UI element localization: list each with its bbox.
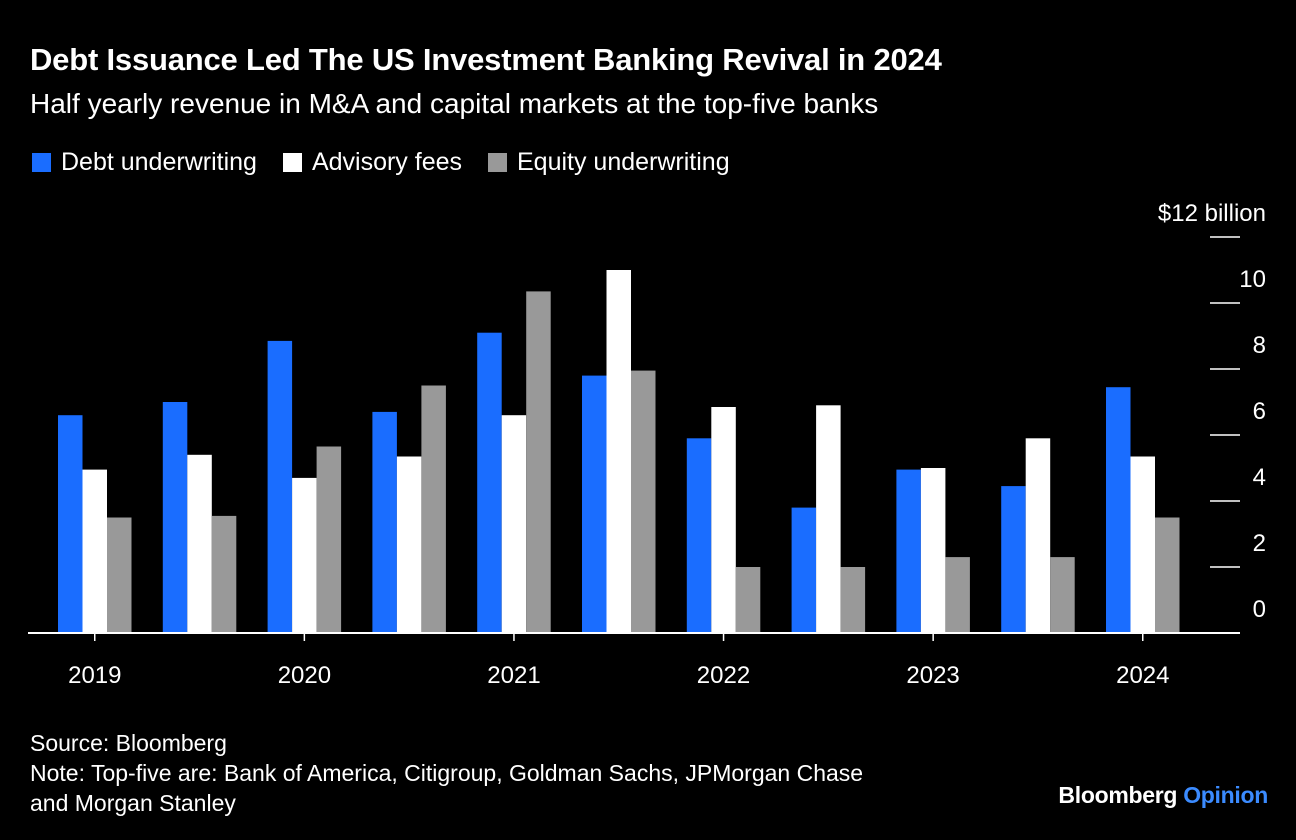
bar-debt-underwriting-4 — [372, 411, 397, 633]
x-tick-label-2022: 2022 — [697, 662, 750, 689]
bar-advisory-fees-11 — [1130, 456, 1155, 633]
bar-debt-underwriting-8 — [791, 507, 817, 633]
y-tick-label-0: 0 — [1253, 596, 1266, 623]
y-tick-label-10: 10 — [1239, 266, 1266, 293]
footnote-line-1: Note: Top-five are: Bank of America, Cit… — [30, 760, 864, 786]
bar-advisory-fees-5 — [501, 415, 527, 633]
bar-debt-underwriting-9 — [896, 469, 921, 633]
bar-advisory-fees-4 — [396, 456, 422, 633]
bar-debt-underwriting-11 — [1106, 387, 1131, 633]
bar-debt-underwriting-10 — [1001, 486, 1026, 633]
bar-advisory-fees-9 — [920, 468, 946, 633]
x-tick-label-2020: 2020 — [278, 662, 331, 689]
y-tick-label-2: 2 — [1253, 530, 1266, 557]
footer: Source: Bloomberg Note: Top-five are: Ba… — [30, 728, 863, 818]
x-tick-label-2024: 2024 — [1116, 662, 1169, 689]
legend-item-equity: Equity underwriting — [488, 148, 730, 177]
source-note: Source: Bloomberg — [30, 730, 227, 756]
footnote-line-2: and Morgan Stanley — [30, 790, 236, 816]
bar-advisory-fees-8 — [816, 405, 841, 633]
bar-chart: 0 2 4 6 8 10 $12 billion 2019 2020 2021 2022 2023 20… — [28, 200, 1266, 689]
bar-debt-underwriting-6 — [582, 375, 607, 633]
y-tick-label-4: 4 — [1253, 464, 1266, 491]
x-tick-label-2019: 2019 — [68, 662, 121, 689]
bar-advisory-fees-3 — [292, 477, 317, 633]
chart-title: Debt Issuance Led The US Investment Bank… — [30, 42, 942, 77]
bar-equity-underwriting-5 — [526, 291, 551, 633]
legend-swatch-advisory — [282, 153, 302, 172]
bar-equity-underwriting-6 — [631, 370, 656, 633]
bar-debt-underwriting-5 — [477, 332, 502, 633]
bar-advisory-fees-2 — [187, 454, 212, 633]
chart-subtitle: Half yearly revenue in M&A and capital m… — [30, 88, 879, 119]
y-tick-label-6: 6 — [1253, 398, 1266, 425]
bar-equity-underwriting-11 — [1155, 517, 1180, 633]
bar-equity-underwriting-7 — [735, 567, 761, 633]
bar-equity-underwriting-2 — [211, 515, 237, 633]
bar-equity-underwriting-9 — [945, 557, 970, 633]
legend-item-advisory: Advisory fees — [282, 148, 462, 177]
bar-equity-underwriting-10 — [1050, 557, 1075, 633]
brand-section: Opinion — [1183, 782, 1268, 808]
legend-swatch-equity — [488, 153, 507, 172]
bar-advisory-fees-6 — [606, 270, 631, 633]
y-tick-label-8: 8 — [1253, 332, 1266, 359]
bar-debt-underwriting-3 — [267, 340, 293, 633]
bar-advisory-fees-10 — [1025, 438, 1051, 633]
bar-equity-underwriting-8 — [840, 567, 866, 633]
legend-swatch-debt — [32, 153, 51, 172]
brand-logo: Bloomberg Opinion — [1058, 782, 1268, 809]
legend: Debt underwriting Advisory fees Equity u… — [32, 148, 756, 177]
bar-equity-underwriting-3 — [316, 446, 342, 633]
bar-advisory-fees-7 — [711, 407, 736, 633]
legend-label-advisory: Advisory fees — [311, 148, 462, 176]
brand-name: Bloomberg — [1058, 782, 1178, 808]
bar-advisory-fees-1 — [82, 469, 107, 633]
bar-debt-underwriting-1 — [58, 415, 83, 633]
x-tick-label-2023: 2023 — [906, 662, 959, 689]
legend-item-debt: Debt underwriting — [32, 148, 257, 177]
legend-label-equity: Equity underwriting — [517, 148, 730, 176]
y-tick-label-12: $12 billion — [1158, 200, 1266, 227]
bar-debt-underwriting-2 — [162, 402, 188, 633]
x-tick-label-2021: 2021 — [487, 662, 540, 689]
legend-label-debt: Debt underwriting — [61, 148, 257, 176]
bar-equity-underwriting-4 — [421, 385, 446, 633]
bar-debt-underwriting-7 — [686, 438, 712, 633]
bar-equity-underwriting-1 — [107, 517, 132, 633]
